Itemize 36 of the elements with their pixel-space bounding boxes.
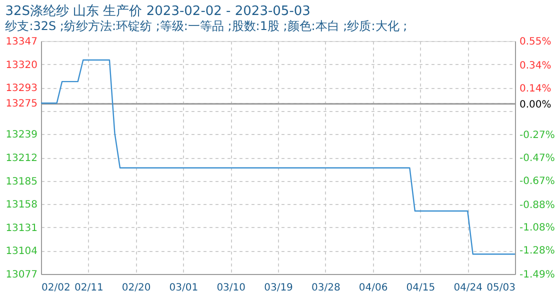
chart-title: 32S涤纶纱 山东 生产价 2023-02-02 - 2023-05-03: [5, 4, 310, 19]
y2-tick-label: -1.28%: [520, 246, 555, 257]
x-tick-label: 04/06: [358, 282, 388, 294]
y-tick-label: 13347: [6, 36, 38, 48]
x-tick-label: 03/01: [169, 282, 198, 294]
y-tick-label: 13185: [6, 176, 38, 188]
x-tick-label: 04/24: [454, 282, 483, 294]
y-tick-label: 13275: [6, 98, 38, 110]
y-tick-label: 13077: [6, 270, 38, 280]
y2-tick-label: 0.00%: [520, 99, 552, 110]
x-tick-label: 04/15: [406, 282, 436, 294]
y-tick-label: 13104: [6, 246, 38, 258]
y2-tick-label: -0.27%: [520, 130, 555, 142]
y-tick-label: 13320: [6, 60, 38, 71]
y2-tick-label: -0.67%: [520, 176, 555, 187]
y2-tick-label: -1.08%: [520, 222, 555, 234]
y2-tick-label: 0.55%: [520, 36, 552, 48]
y2-tick-label: -1.49%: [520, 270, 555, 280]
y2-tick-label: -0.47%: [520, 153, 555, 164]
x-tick-label: 02/02: [42, 282, 70, 294]
y2-tick-label: 0.34%: [520, 60, 552, 72]
y-tick-label: 13293: [6, 83, 38, 94]
x-tick-label: 03/28: [311, 282, 340, 294]
y-tick-label: 13239: [6, 130, 38, 141]
chart-subtitle: 纱支:32S ;纺纱方法:环锭纺 ;等级:一等品 ;股数:1股 ;颜色:本白 ;纱质:大化 ;: [5, 19, 408, 33]
x-tick-label: 02/20: [122, 282, 151, 294]
line-series: [40, 59, 516, 255]
x-tick-label: 03/10: [216, 282, 246, 294]
x-tick-label: 05/03: [486, 282, 516, 294]
y2-tick-label: 0.14%: [520, 83, 552, 94]
y-tick-label: 13158: [6, 200, 38, 211]
x-tick-label: 02/11: [74, 282, 104, 294]
x-tick-label: 03/19: [264, 282, 293, 294]
y-tick-label: 13212: [6, 153, 38, 164]
y-tick-label: 13131: [6, 222, 38, 234]
y2-tick-label: -0.88%: [520, 200, 555, 211]
